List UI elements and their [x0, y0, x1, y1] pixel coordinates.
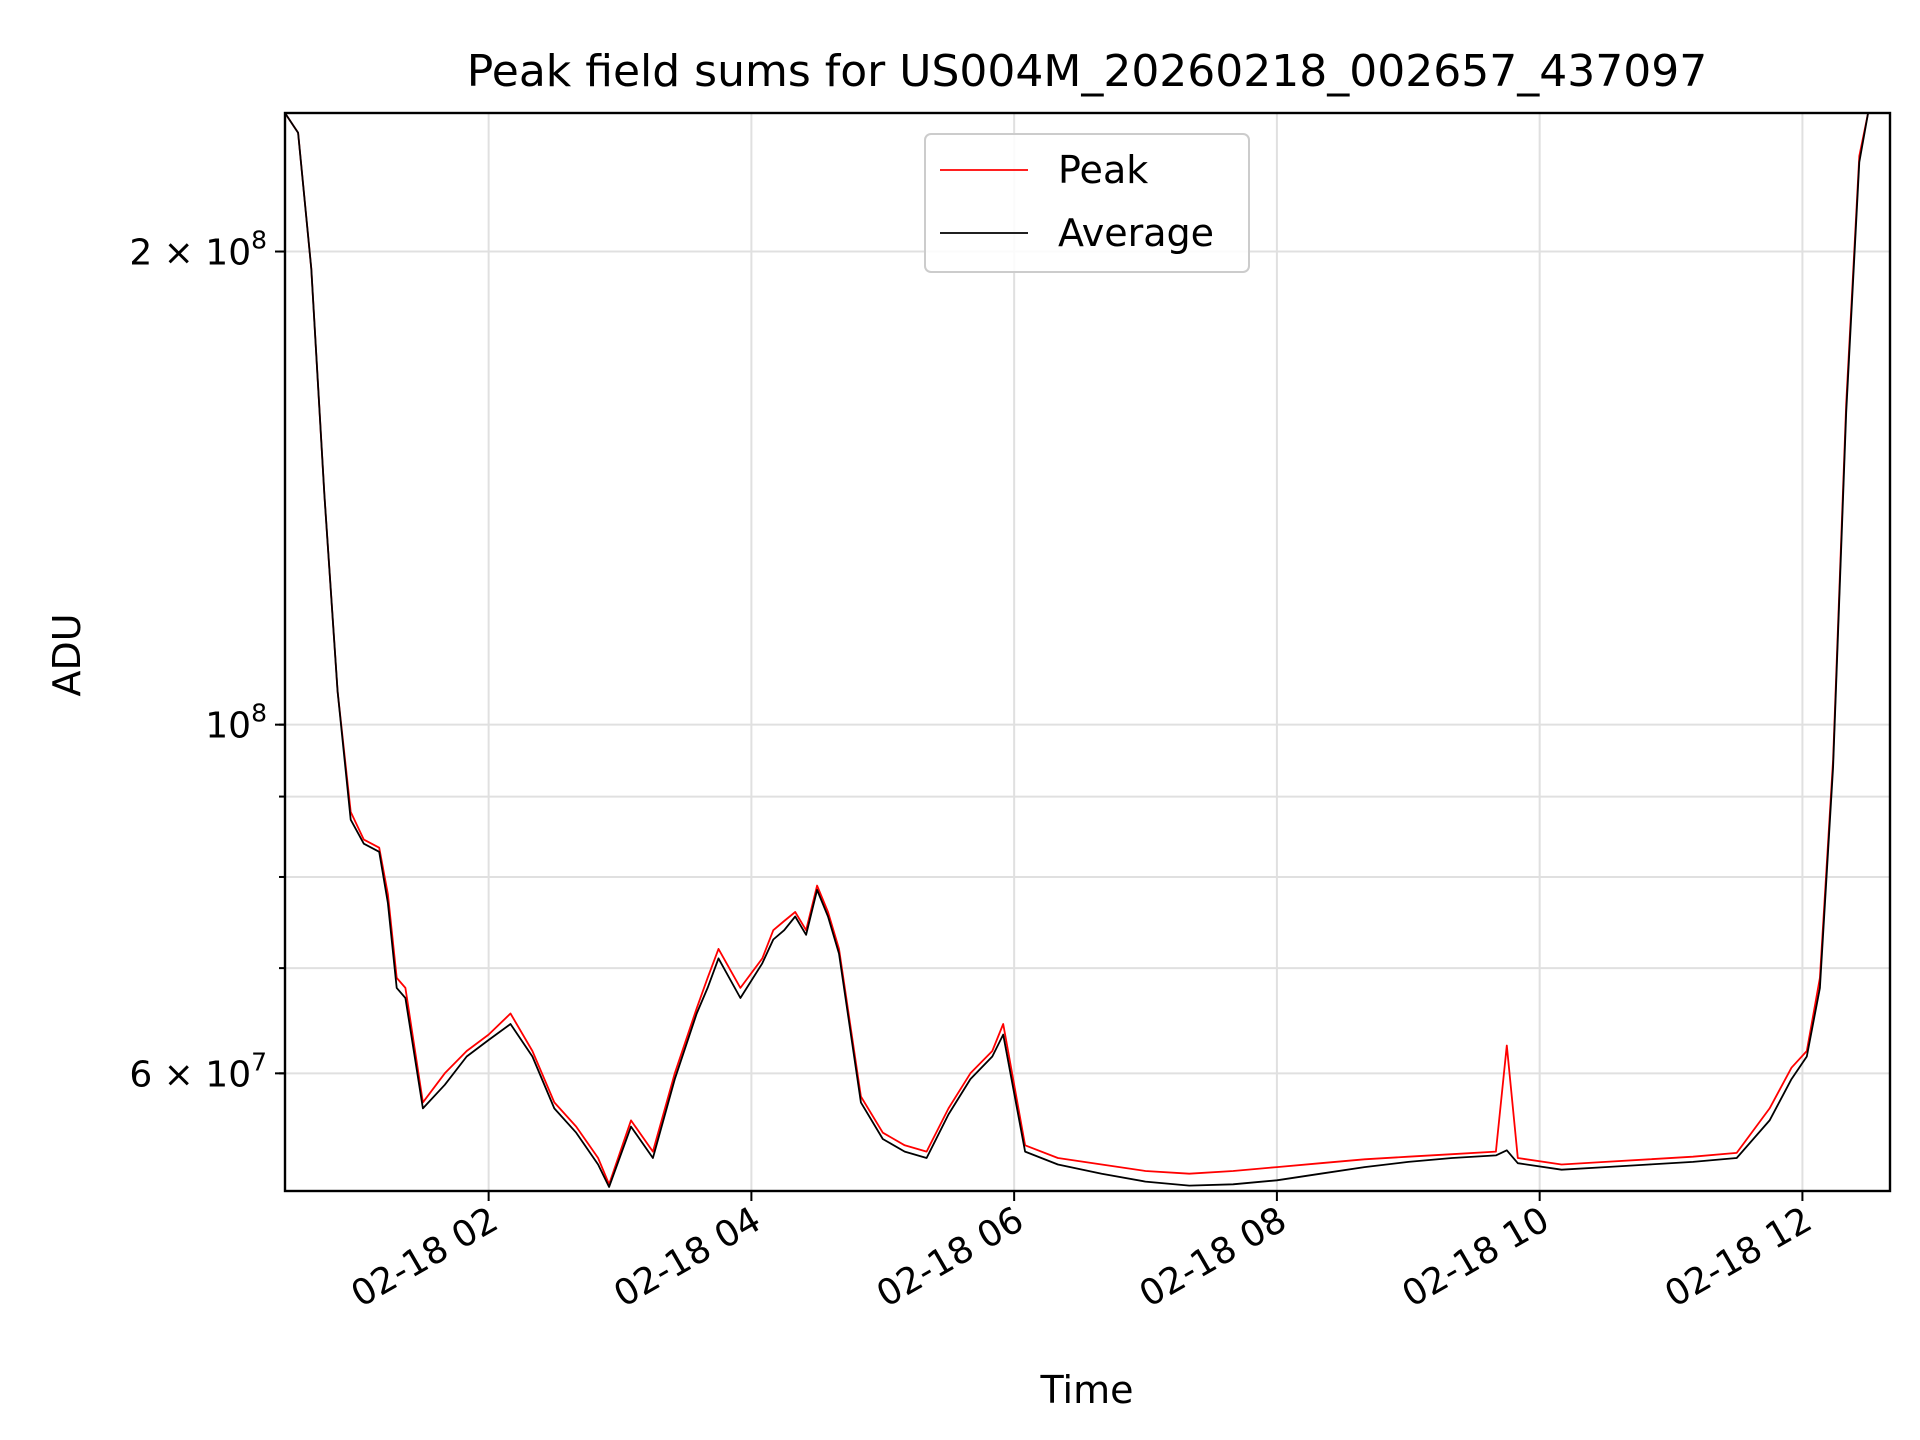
grid: [285, 113, 1890, 1191]
y-axis-label: ADU: [45, 613, 89, 696]
plot-series: [285, 113, 1890, 1188]
chart-title: Peak field sums for US004M_20260218_0026…: [467, 46, 1707, 97]
x-axis-label: Time: [1040, 1368, 1134, 1412]
y-tick-label-exponent: 7: [251, 1047, 267, 1076]
y-tick-label-base: 6 × 10: [129, 1054, 251, 1095]
legend-peak-label: Peak: [1058, 148, 1148, 192]
legend: Peak Average: [924, 133, 1250, 273]
y-tick-label-base: 2 × 10: [129, 233, 251, 274]
y-tick-label: 108: [205, 699, 267, 747]
y-tick-label: 2 × 108: [129, 226, 267, 274]
y-tick-label-exponent: 8: [251, 226, 267, 255]
y-tick-label-base: 10: [205, 706, 251, 747]
legend-box: [924, 133, 1250, 273]
plot-frame: [283, 111, 1892, 1193]
series-line-average: [285, 113, 1890, 1188]
y-tick-label-exponent: 8: [251, 699, 267, 728]
legend-average-label: Average: [1058, 211, 1214, 255]
y-tick-label: 6 × 107: [129, 1047, 267, 1095]
